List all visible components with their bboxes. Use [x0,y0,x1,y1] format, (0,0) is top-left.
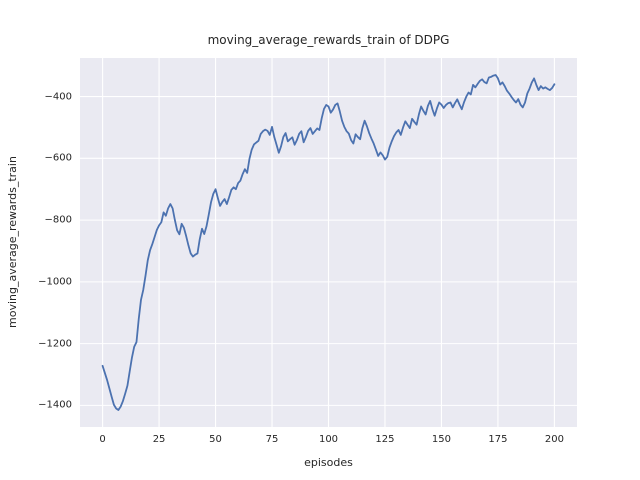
y-tick-label: −400 [44,91,72,103]
reward-curve-line [101,74,556,411]
x-tick-label: 175 [488,434,508,445]
y-tick-label: −1200 [38,338,72,350]
x-tick-label: 200 [544,434,564,445]
y-tick-label: −600 [44,152,72,164]
x-tick-label: 100 [318,434,339,445]
y-axis-label: moving_average_rewards_train [6,156,19,329]
plot-area [80,58,577,427]
y-tick-label: −800 [44,214,72,226]
x-axis-label: episodes [304,456,353,469]
x-tick-label: 150 [431,434,451,445]
y-tick-label: −1400 [38,399,72,411]
x-tick-label: 75 [265,434,279,445]
chart-title: moving_average_rewards_train of DDPG [207,33,450,47]
x-tick-label: 125 [375,434,395,445]
x-tick-label: 25 [152,434,166,445]
x-tick-label: 0 [99,434,106,445]
y-tick-label: −1000 [38,276,72,288]
x-tick-label: 50 [209,434,222,445]
